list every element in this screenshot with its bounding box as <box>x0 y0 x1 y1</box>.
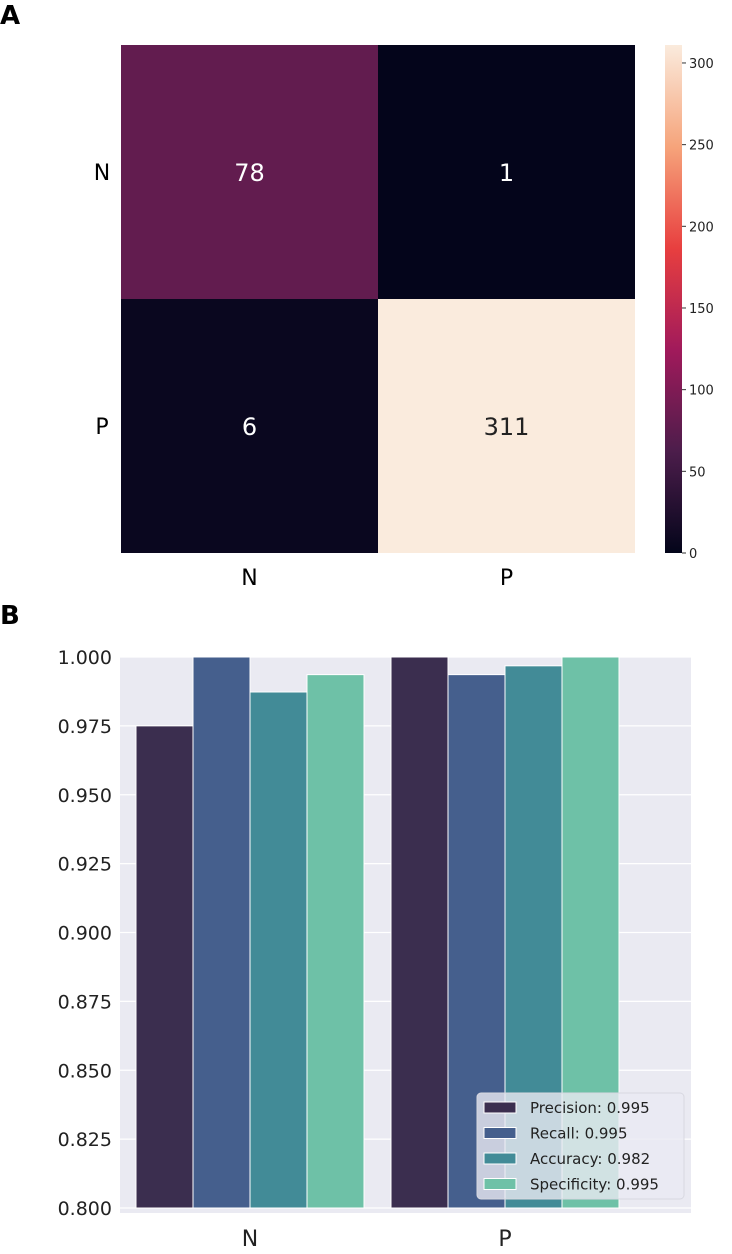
col-label: N <box>241 566 257 591</box>
colorbar-gradient <box>665 45 682 553</box>
heatmap-cell <box>121 45 378 299</box>
colorbar-tick-label: 100 <box>689 384 714 399</box>
bar-n-1 <box>192 656 251 1209</box>
bar-chart: 0.800 0.825 0.850 0.875 0.900 0.925 0.950 0.975… <box>58 647 691 1252</box>
y-tick-label: 0.900 <box>58 923 112 945</box>
legend-box <box>476 1092 685 1200</box>
colorbar-tick-label: 250 <box>689 139 714 154</box>
panel-label-b: B <box>0 601 20 631</box>
colorbar-tick-label: 0 <box>689 547 697 562</box>
heatmap: 78 1 6 311 N P N P <box>94 45 635 591</box>
legend-label: Accuracy: 0.982 <box>530 1150 650 1168</box>
y-tick-label: 0.825 <box>58 1129 112 1151</box>
x-tick-label: N <box>242 1227 258 1250</box>
x-tick-label: P <box>498 1227 511 1250</box>
heatmap-cell <box>378 45 635 299</box>
legend-swatch <box>483 1178 517 1190</box>
cell-value: 6 <box>242 413 257 441</box>
y-tick-label: 0.925 <box>58 854 112 876</box>
colorbar-tick-label: 200 <box>689 220 714 235</box>
heatmap-cell <box>378 299 635 553</box>
cell-value: 78 <box>234 159 265 187</box>
colorbar-tick-label: 300 <box>689 57 714 72</box>
heatmap-cell <box>121 299 378 553</box>
legend-label: Specificity: 0.995 <box>530 1176 659 1194</box>
legend-swatch <box>483 1101 517 1114</box>
y-tick-label: 0.875 <box>58 991 112 1013</box>
col-label: P <box>500 566 513 591</box>
bar-n-0 <box>135 725 194 1209</box>
bar-n-2 <box>249 691 308 1209</box>
legend-swatch <box>483 1152 517 1165</box>
legend-label: Recall: 0.995 <box>530 1125 628 1143</box>
bar-n-3 <box>306 674 365 1209</box>
cell-value: 311 <box>484 413 530 441</box>
y-tick-label: 0.950 <box>58 785 112 807</box>
row-label: P <box>95 415 108 440</box>
y-tick-label: 1.000 <box>58 647 112 669</box>
legend-label: Precision: 0.995 <box>530 1099 650 1117</box>
row-label: N <box>94 161 110 186</box>
cell-value: 1 <box>499 159 514 187</box>
panel-label-a: A <box>0 1 20 31</box>
y-tick-label: 0.800 <box>58 1198 112 1220</box>
colorbar-tick-label: 50 <box>689 465 706 480</box>
colorbar-tick-label: 150 <box>689 302 714 317</box>
colorbar: 0 50 100 150 200 250 300 <box>665 45 714 562</box>
y-tick-label: 0.850 <box>58 1060 112 1082</box>
y-tick-label: 0.975 <box>58 716 112 738</box>
legend: Precision: 0.995 Recall: 0.995 Accuracy: 0… <box>476 1092 685 1200</box>
legend-swatch <box>483 1127 517 1139</box>
bar-p-0 <box>390 656 449 1209</box>
